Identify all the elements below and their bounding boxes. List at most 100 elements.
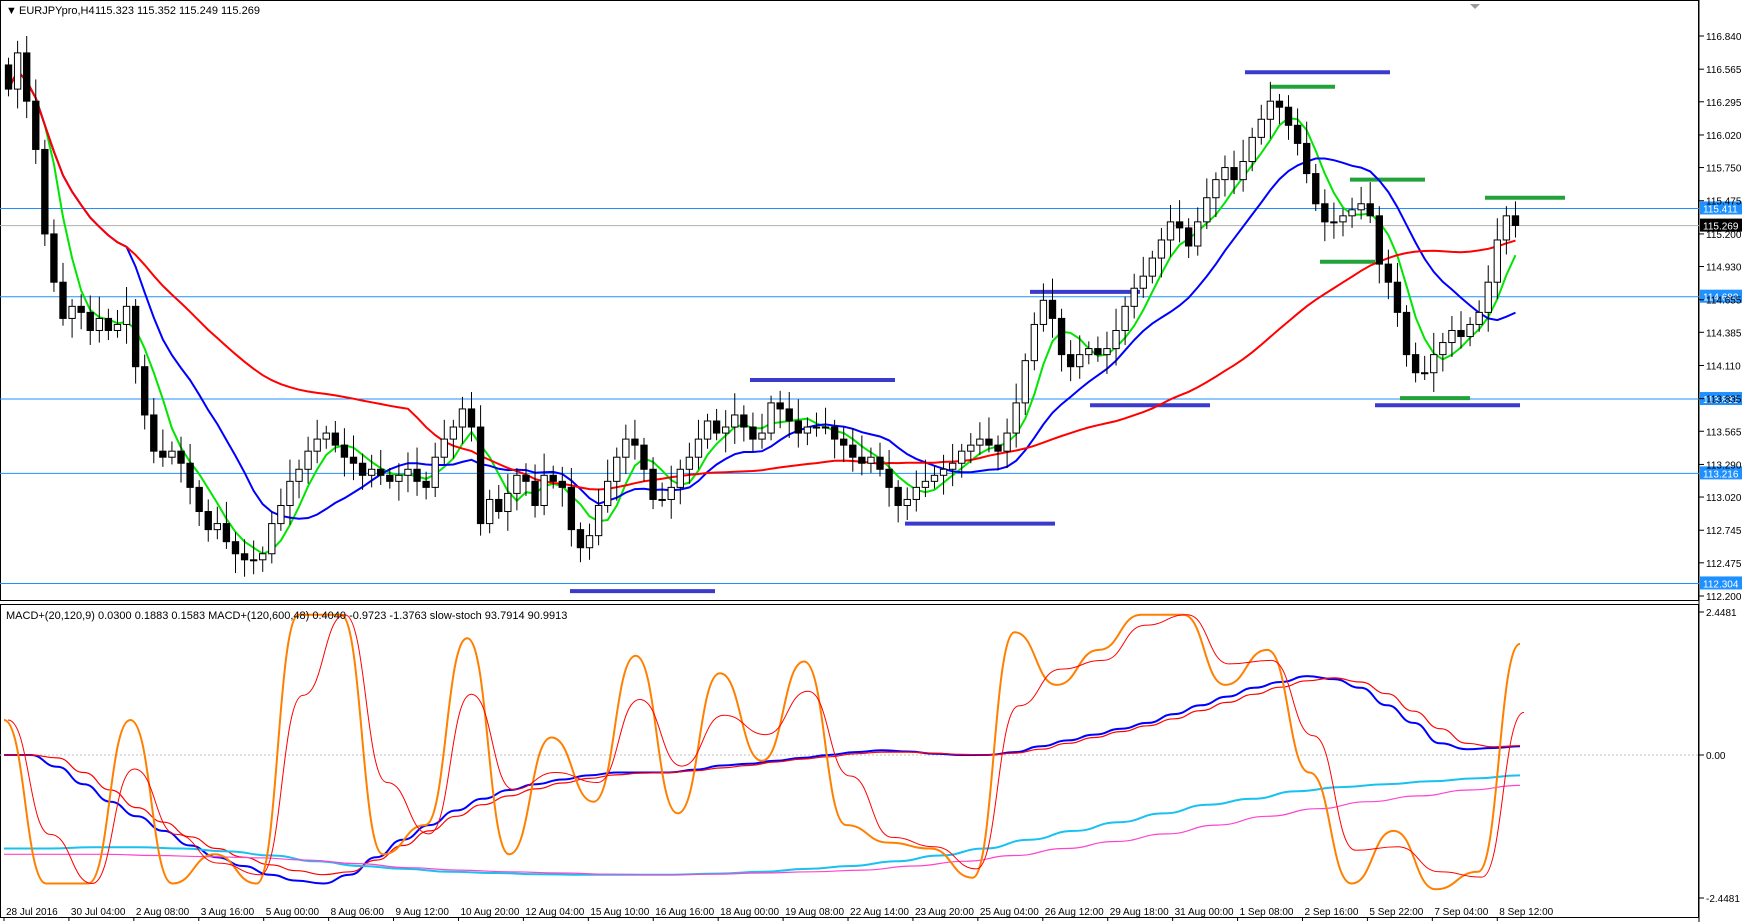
bull-candle [1475, 311, 1483, 325]
bear-candle [240, 553, 249, 561]
bull-candle [667, 486, 675, 500]
symbol-title: EURJPYpro,H4 [19, 5, 95, 17]
level-price-tag [1700, 289, 1742, 303]
bull-candle [1003, 432, 1011, 452]
time-tick-label: 8 Sep 12:00 [1499, 907, 1553, 918]
price-tick-label: 112.200 [1706, 592, 1742, 603]
bull-candle [1466, 323, 1474, 338]
bull-candle [685, 456, 694, 470]
bull-candle [268, 523, 276, 555]
bull-candle [703, 420, 712, 440]
bull-candle [1439, 342, 1447, 356]
bear-candle [77, 305, 85, 313]
bear-candle [467, 408, 476, 428]
bull-candle [1348, 209, 1356, 217]
bear-candle [567, 486, 576, 531]
bear-candle [1312, 173, 1320, 205]
bull-candle [1112, 329, 1120, 350]
price-tick-label: 112.745 [1706, 526, 1742, 537]
bear-candle [558, 480, 566, 488]
bull-candle [658, 498, 666, 501]
bear-candle [1293, 124, 1302, 144]
macd-fast-line [4, 675, 1521, 885]
bear-candle [749, 426, 757, 440]
bear-candle [349, 456, 358, 464]
level-price-tag [1700, 392, 1742, 406]
bull-candle [1430, 354, 1438, 374]
bull-candle [322, 432, 330, 440]
time-tick-label: 2 Sep 16:00 [1304, 907, 1358, 918]
bear-candle [876, 456, 884, 470]
bull-candle [1221, 167, 1229, 181]
time-tick-label: 26 Aug 12:00 [1045, 907, 1104, 918]
price-tick-label: 113.290 [1706, 460, 1742, 471]
level-price-label: 113.832 [1703, 395, 1739, 406]
indicator-title: MACD+(20,120,9) 0.0300 0.1883 0.1583 MAC… [6, 610, 567, 622]
price-tick-label: 116.840 [1706, 32, 1742, 43]
bull-candle [867, 456, 875, 464]
ohlc-high: 115.352 [137, 5, 176, 17]
time-tick-label: 10 Aug 20:00 [460, 907, 519, 918]
bear-candle [1184, 227, 1193, 247]
bear-candle [712, 420, 721, 434]
bull-candle [758, 432, 766, 440]
bull-candle [1039, 299, 1048, 325]
bull-candle [1139, 275, 1147, 289]
bull-candle [903, 498, 911, 506]
ohlc-low: 115.249 [179, 5, 218, 17]
price-tick-label: 116.295 [1706, 98, 1742, 109]
indicator-tick-label: -2.4481 [1706, 894, 1740, 905]
bull-candle [304, 450, 312, 470]
bear-candle [141, 366, 149, 416]
bull-candle [1157, 239, 1166, 259]
bull-candle [967, 444, 975, 452]
bull-candle [1493, 239, 1501, 283]
chart-menu-icon[interactable]: ▼ [6, 5, 17, 17]
bear-candle [985, 438, 993, 446]
bear-candle [785, 408, 793, 422]
bull-candle [1121, 305, 1129, 331]
price-tick-label: 114.930 [1706, 263, 1742, 274]
bear-candle [858, 456, 866, 464]
bull-candle [1330, 221, 1338, 224]
time-tick-label: 30 Jul 04:00 [71, 907, 126, 918]
bear-candle [1302, 142, 1311, 175]
slow-ma-line [7, 69, 1516, 491]
bull-candle [1266, 100, 1275, 120]
current-price-label: 115.269 [1703, 222, 1739, 233]
bull-candle [921, 480, 930, 488]
bull-candle [1194, 221, 1202, 247]
bull-candle [948, 462, 957, 470]
bull-candle [431, 456, 439, 488]
bull-candle [485, 498, 494, 525]
level-price-tag [1700, 576, 1742, 590]
time-tick-label: 12 Aug 04:00 [525, 907, 584, 918]
price-panel-frame [0, 0, 1699, 601]
indicator-y-axis: 2.4481 0.00 -2.4481 [1699, 608, 1740, 905]
bull-candle [1166, 221, 1175, 241]
bear-candle [1457, 329, 1465, 338]
bull-candle [622, 438, 630, 458]
bear-candle [186, 462, 194, 488]
bear-candle [204, 511, 212, 531]
bear-candle [231, 541, 240, 555]
level-price-label: 114.680 [1703, 293, 1739, 304]
time-tick-label: 5 Sep 22:00 [1369, 907, 1423, 918]
bear-candle [1511, 215, 1520, 226]
time-tick-label: 1 Sep 08:00 [1240, 907, 1294, 918]
bear-candle [1375, 215, 1383, 265]
bull-candle [95, 317, 103, 331]
slow-stoch-signal-line [7, 614, 1525, 885]
bear-candle [894, 486, 902, 506]
bear-candle [776, 402, 784, 410]
bull-candle [821, 426, 830, 429]
bear-candle [1048, 299, 1057, 319]
scroll-marker-icon[interactable] [1470, 4, 1480, 9]
price-tick-label: 114.655 [1706, 296, 1742, 307]
time-tick-label: 23 Aug 20:00 [915, 907, 974, 918]
bull-candle [68, 305, 76, 319]
time-x-axis: 28 Jul 2016 30 Jul 04:00 2 Aug 08:00 3 Aug … [3, 907, 1554, 921]
bull-candle [367, 468, 376, 476]
bull-candle [277, 504, 285, 525]
